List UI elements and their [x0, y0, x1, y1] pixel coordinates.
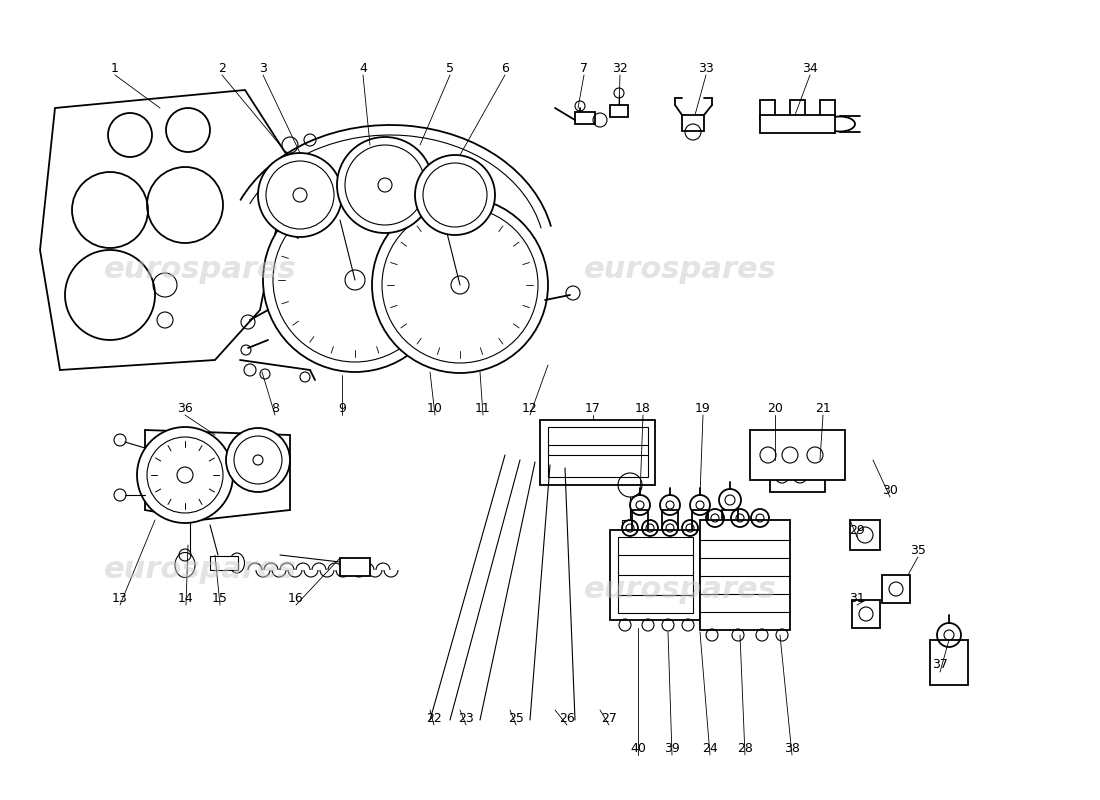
Text: 27: 27 — [601, 711, 617, 725]
Text: 28: 28 — [737, 742, 752, 754]
Text: 29: 29 — [849, 523, 865, 537]
Circle shape — [138, 427, 233, 523]
Text: 9: 9 — [338, 402, 345, 414]
Bar — [210, 556, 238, 570]
Text: 38: 38 — [784, 742, 800, 754]
Bar — [548, 427, 648, 477]
Text: 1: 1 — [111, 62, 119, 74]
Bar — [930, 640, 968, 685]
Bar — [700, 520, 790, 630]
Text: 10: 10 — [427, 402, 443, 414]
Text: 39: 39 — [664, 742, 680, 754]
Text: 22: 22 — [426, 711, 442, 725]
Bar — [340, 558, 370, 576]
Bar — [682, 115, 704, 131]
Text: 26: 26 — [559, 711, 575, 725]
Text: 7: 7 — [580, 62, 588, 74]
Text: 8: 8 — [271, 402, 279, 414]
Bar — [575, 112, 595, 124]
Polygon shape — [40, 90, 290, 370]
Text: 17: 17 — [585, 402, 601, 414]
Text: 34: 34 — [802, 62, 818, 74]
Text: 30: 30 — [882, 483, 898, 497]
Bar — [662, 510, 678, 532]
Circle shape — [263, 188, 447, 372]
Text: 40: 40 — [630, 742, 646, 754]
Text: 3: 3 — [260, 62, 267, 74]
Text: 2: 2 — [218, 62, 226, 74]
Bar — [632, 510, 648, 532]
Circle shape — [258, 153, 342, 237]
Text: 35: 35 — [910, 543, 926, 557]
Text: 16: 16 — [288, 591, 304, 605]
Text: 37: 37 — [932, 658, 948, 671]
Text: 14: 14 — [178, 591, 194, 605]
Text: eurospares: eurospares — [103, 555, 296, 585]
Text: 23: 23 — [458, 711, 474, 725]
Bar — [722, 510, 738, 532]
Text: 12: 12 — [522, 402, 538, 414]
Text: 21: 21 — [815, 402, 830, 414]
Bar — [882, 575, 910, 603]
Text: eurospares: eurospares — [103, 255, 296, 285]
Text: 36: 36 — [177, 402, 192, 414]
Text: 31: 31 — [849, 591, 865, 605]
Text: 19: 19 — [695, 402, 711, 414]
Bar — [760, 115, 835, 133]
Text: 5: 5 — [446, 62, 454, 74]
Circle shape — [372, 197, 548, 373]
Text: 11: 11 — [475, 402, 491, 414]
Text: 24: 24 — [702, 742, 718, 754]
Text: 15: 15 — [212, 591, 228, 605]
Text: eurospares: eurospares — [584, 575, 777, 605]
Circle shape — [337, 137, 433, 233]
Circle shape — [226, 428, 290, 492]
Bar — [850, 520, 880, 550]
Bar — [692, 510, 708, 532]
Text: 4: 4 — [359, 62, 367, 74]
Text: 33: 33 — [698, 62, 714, 74]
Bar — [610, 105, 628, 117]
Text: 13: 13 — [112, 591, 128, 605]
Text: 20: 20 — [767, 402, 783, 414]
Text: 18: 18 — [635, 402, 651, 414]
Text: 6: 6 — [502, 62, 509, 74]
Text: 32: 32 — [612, 62, 628, 74]
Bar — [770, 460, 825, 492]
Bar — [621, 520, 638, 540]
Text: eurospares: eurospares — [584, 255, 777, 285]
Text: 25: 25 — [508, 711, 524, 725]
Circle shape — [415, 155, 495, 235]
Bar — [540, 420, 654, 485]
Bar — [852, 600, 880, 628]
Bar — [610, 530, 700, 620]
Bar — [750, 430, 845, 480]
Bar — [618, 537, 693, 613]
